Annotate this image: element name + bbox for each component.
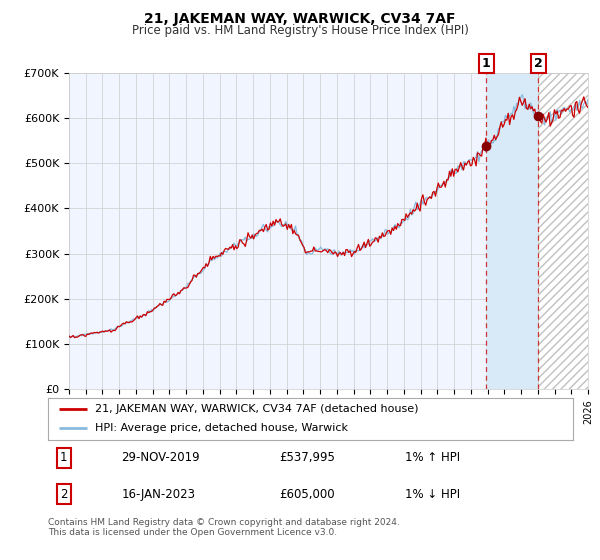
Text: 1% ↑ HPI: 1% ↑ HPI (405, 451, 460, 464)
Bar (486, 73, 538, 389)
Text: 21, JAKEMAN WAY, WARWICK, CV34 7AF: 21, JAKEMAN WAY, WARWICK, CV34 7AF (144, 12, 456, 26)
Text: 1: 1 (482, 57, 490, 69)
Text: Contains HM Land Registry data © Crown copyright and database right 2024.
This d: Contains HM Land Registry data © Crown c… (48, 518, 400, 538)
Text: £537,995: £537,995 (279, 451, 335, 464)
Text: 2: 2 (534, 57, 543, 69)
Text: Price paid vs. HM Land Registry's House Price Index (HPI): Price paid vs. HM Land Registry's House … (131, 24, 469, 37)
Text: 1: 1 (60, 451, 67, 464)
Text: £605,000: £605,000 (279, 488, 335, 501)
Text: HPI: Average price, detached house, Warwick: HPI: Average price, detached house, Warw… (95, 423, 348, 433)
Text: 29-NOV-2019: 29-NOV-2019 (121, 451, 200, 464)
Bar (538, 73, 596, 389)
Text: 16-JAN-2023: 16-JAN-2023 (121, 488, 196, 501)
Text: 1% ↓ HPI: 1% ↓ HPI (405, 488, 460, 501)
Text: 21, JAKEMAN WAY, WARWICK, CV34 7AF (detached house): 21, JAKEMAN WAY, WARWICK, CV34 7AF (deta… (95, 404, 419, 414)
Text: 2: 2 (60, 488, 67, 501)
